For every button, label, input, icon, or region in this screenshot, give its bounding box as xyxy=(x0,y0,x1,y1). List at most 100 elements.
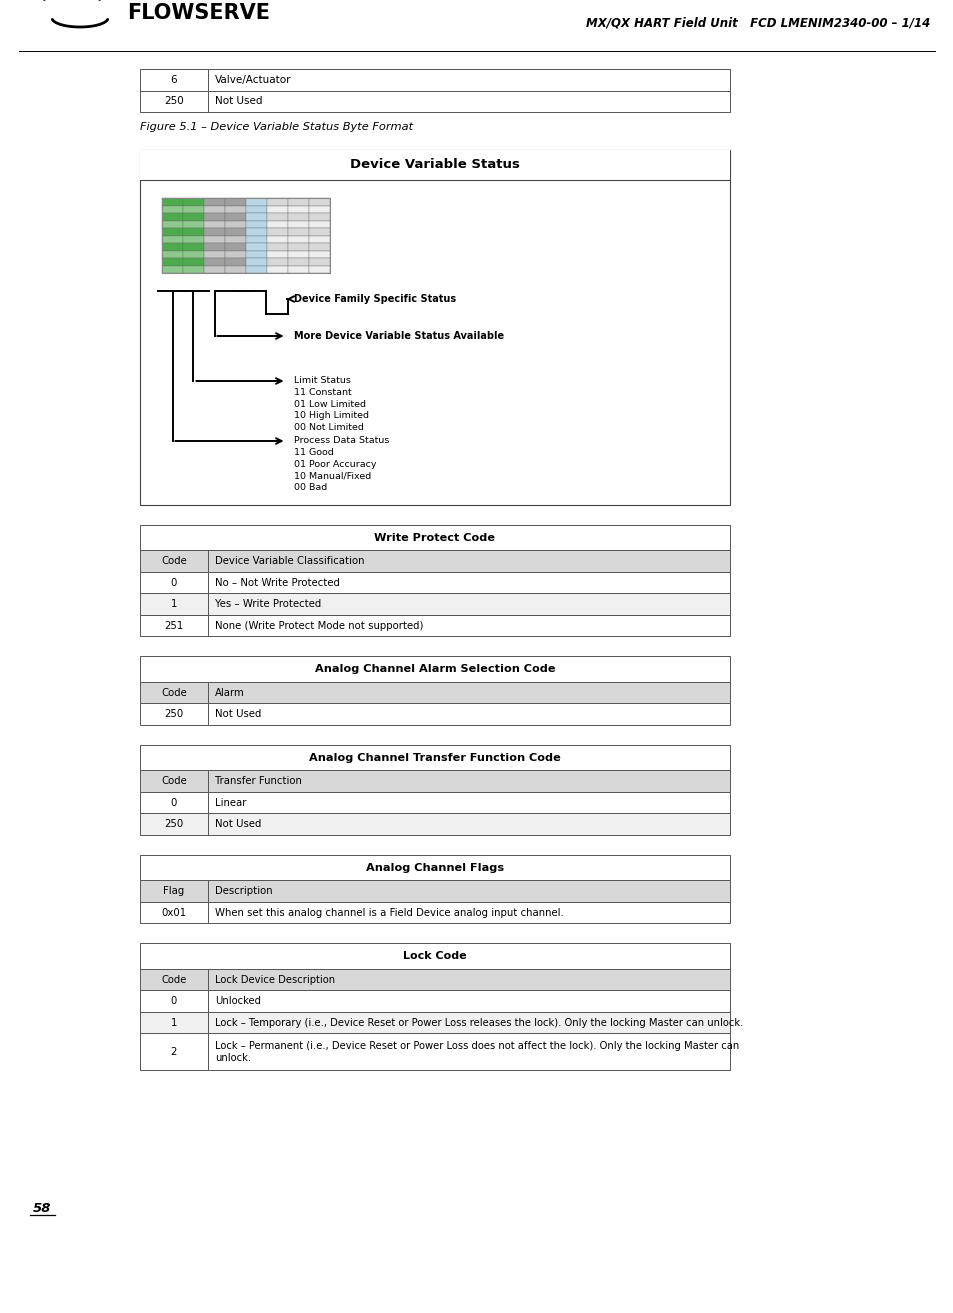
Bar xyxy=(225,265,246,273)
Bar xyxy=(288,221,309,228)
Bar xyxy=(288,198,309,206)
Bar xyxy=(140,550,208,572)
Bar xyxy=(183,206,204,213)
Bar xyxy=(183,198,204,206)
Bar xyxy=(140,525,729,550)
Text: Device Family Specific Status: Device Family Specific Status xyxy=(294,294,456,305)
Bar xyxy=(204,243,225,251)
Text: None (Write Protect Mode not supported): None (Write Protect Mode not supported) xyxy=(214,621,423,630)
Bar xyxy=(208,550,729,572)
Bar xyxy=(309,265,330,273)
Bar xyxy=(309,257,330,265)
Text: 0x01: 0x01 xyxy=(161,907,186,918)
Text: 0: 0 xyxy=(171,997,177,1006)
Bar xyxy=(140,572,208,593)
Bar xyxy=(208,1012,729,1033)
Bar xyxy=(246,221,267,228)
Text: Lock Device Description: Lock Device Description xyxy=(214,974,335,985)
Bar xyxy=(140,1012,208,1033)
Text: Analog Channel Flags: Analog Channel Flags xyxy=(366,863,503,873)
Bar xyxy=(140,990,208,1012)
Bar xyxy=(208,771,729,792)
Bar xyxy=(162,251,183,257)
Text: Code: Code xyxy=(161,688,187,697)
Bar xyxy=(183,251,204,257)
Bar xyxy=(140,771,208,792)
Bar xyxy=(208,614,729,637)
Bar xyxy=(288,257,309,265)
Bar xyxy=(225,235,246,243)
Bar xyxy=(183,213,204,221)
Text: Lock – Permanent (i.e., Device Reset or Power Loss does not affect the lock). On: Lock – Permanent (i.e., Device Reset or … xyxy=(214,1041,739,1062)
Text: Unlocked: Unlocked xyxy=(214,997,260,1006)
Text: FLOWSERVE: FLOWSERVE xyxy=(127,3,270,24)
Bar xyxy=(140,969,208,990)
Bar xyxy=(140,744,729,771)
Text: Device Variable Status: Device Variable Status xyxy=(350,159,519,172)
Bar xyxy=(309,206,330,213)
Bar xyxy=(162,228,183,235)
Bar xyxy=(225,251,246,257)
Text: When set this analog channel is a Field Device analog input channel.: When set this analog channel is a Field … xyxy=(214,907,563,918)
Bar xyxy=(204,257,225,265)
Bar xyxy=(140,814,208,835)
Bar xyxy=(208,572,729,593)
Text: 250: 250 xyxy=(164,709,183,720)
Bar xyxy=(162,206,183,213)
Bar xyxy=(162,198,183,206)
Bar xyxy=(162,235,183,243)
Text: More Device Variable Status Available: More Device Variable Status Available xyxy=(294,331,504,341)
Bar xyxy=(140,704,208,725)
Text: Analog Channel Alarm Selection Code: Analog Channel Alarm Selection Code xyxy=(314,664,555,675)
Bar xyxy=(309,228,330,235)
Bar xyxy=(204,235,225,243)
Text: 1: 1 xyxy=(171,1018,177,1028)
Text: Analog Channel Transfer Function Code: Analog Channel Transfer Function Code xyxy=(309,752,560,763)
Bar xyxy=(225,213,246,221)
Text: 2: 2 xyxy=(171,1046,177,1057)
Text: Write Protect Code: Write Protect Code xyxy=(375,533,495,542)
Bar xyxy=(267,243,288,251)
Bar xyxy=(208,704,729,725)
Bar xyxy=(162,243,183,251)
Bar xyxy=(208,1033,729,1070)
Bar xyxy=(309,221,330,228)
Text: No – Not Write Protected: No – Not Write Protected xyxy=(214,578,339,588)
Bar xyxy=(162,213,183,221)
Bar xyxy=(208,792,729,814)
Bar xyxy=(183,228,204,235)
Text: Figure 5.1 – Device Variable Status Byte Format: Figure 5.1 – Device Variable Status Byte… xyxy=(140,122,413,133)
Bar xyxy=(246,228,267,235)
Bar xyxy=(267,235,288,243)
Text: 6: 6 xyxy=(171,75,177,85)
Text: Device Variable Classification: Device Variable Classification xyxy=(214,557,364,566)
Text: 250: 250 xyxy=(164,819,183,830)
Bar xyxy=(225,206,246,213)
Bar xyxy=(246,243,267,251)
Bar xyxy=(267,198,288,206)
Bar xyxy=(309,251,330,257)
Bar xyxy=(309,213,330,221)
Bar xyxy=(288,228,309,235)
Bar xyxy=(246,257,267,265)
Bar xyxy=(208,814,729,835)
Bar xyxy=(162,198,330,273)
Text: Code: Code xyxy=(161,557,187,566)
Bar xyxy=(140,593,208,614)
Bar xyxy=(246,235,267,243)
Bar xyxy=(246,213,267,221)
Bar xyxy=(288,243,309,251)
Bar xyxy=(204,265,225,273)
Text: 58: 58 xyxy=(32,1201,51,1215)
Bar xyxy=(267,228,288,235)
Text: Lock – Temporary (i.e., Device Reset or Power Loss releases the lock). Only the : Lock – Temporary (i.e., Device Reset or … xyxy=(214,1018,742,1028)
Bar xyxy=(208,902,729,923)
Text: 250: 250 xyxy=(164,96,184,106)
Bar xyxy=(225,221,246,228)
Text: Not Used: Not Used xyxy=(214,819,261,830)
Bar xyxy=(267,206,288,213)
Text: Not Used: Not Used xyxy=(214,709,261,720)
Text: Flag: Flag xyxy=(163,886,184,897)
Bar xyxy=(246,198,267,206)
Text: Description: Description xyxy=(214,886,273,897)
